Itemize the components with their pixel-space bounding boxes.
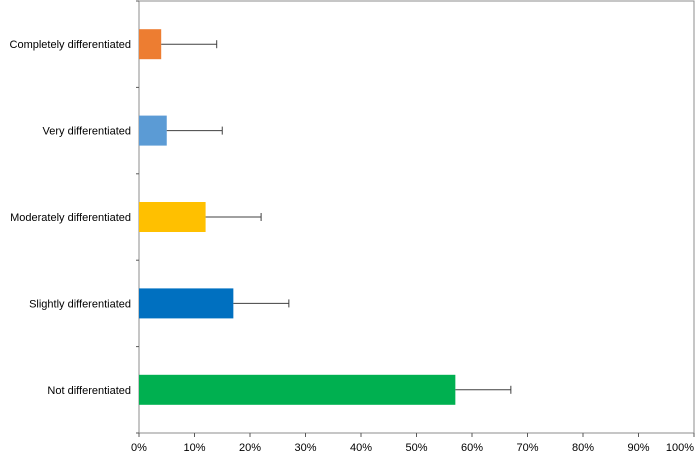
bar-1 [139, 115, 167, 146]
x-tick-label-1: 10% [183, 442, 205, 452]
bar-2 [139, 202, 206, 232]
bar-3 [139, 288, 234, 319]
x-tick-label-9: 90% [627, 442, 649, 452]
x-tick-label-8: 80% [572, 442, 594, 452]
x-tick-label-0: 0% [131, 442, 147, 452]
x-tick-label-6: 60% [461, 442, 483, 452]
bar-4 [139, 374, 456, 405]
category-label-1: Very differentiated [43, 126, 131, 138]
x-tick-label-2: 20% [239, 442, 261, 452]
x-tick-label-10: 100% [666, 442, 694, 452]
x-tick-label-7: 70% [516, 442, 538, 452]
x-tick-label-3: 30% [294, 442, 316, 452]
category-label-3: Slightly differentiated [29, 298, 131, 310]
bar-0 [139, 29, 162, 60]
category-label-2: Moderately differentiated [10, 212, 131, 224]
x-tick-label-5: 50% [405, 442, 427, 452]
x-tick-label-4: 40% [350, 442, 372, 452]
category-label-0: Completely differentiated [10, 39, 131, 51]
category-label-4: Not differentiated [47, 385, 131, 397]
